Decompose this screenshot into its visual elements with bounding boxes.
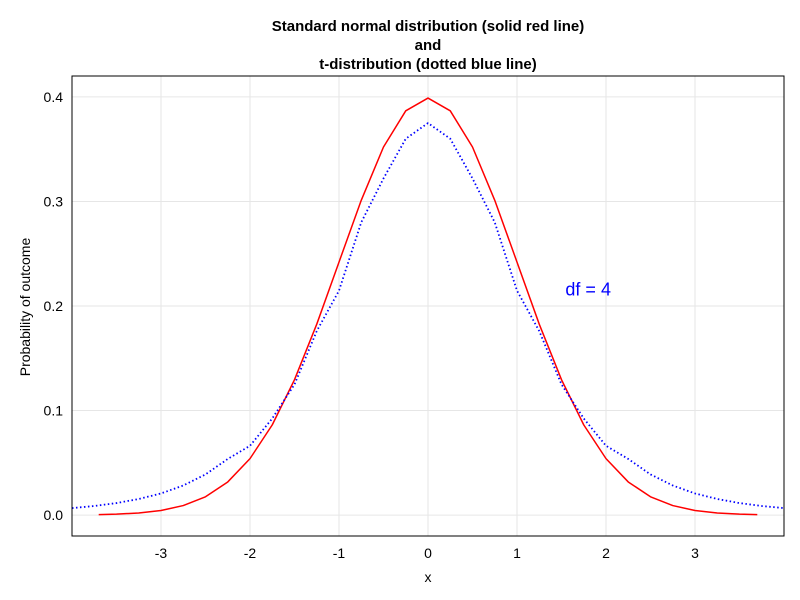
x-tick-label: 0 (424, 545, 432, 561)
chart-title: Standard normal distribution (solid red … (272, 18, 585, 73)
normal-distribution-line (98, 97, 758, 516)
y-tick-label: 0.3 (44, 193, 64, 209)
x-axis-label: x (425, 569, 432, 585)
plot-frame (71, 75, 785, 537)
annotations: df = 4 (565, 280, 611, 300)
x-tick-label: -3 (155, 545, 168, 561)
x-tick-label: -1 (333, 545, 346, 561)
x-tick-label: 1 (513, 545, 521, 561)
x-tick-label: 3 (691, 545, 699, 561)
x-tick-label: 2 (602, 545, 610, 561)
chart-title-line-3: t-distribution (dotted blue line) (319, 56, 536, 73)
y-tick-label: 0.0 (44, 507, 64, 523)
y-tick-label: 0.2 (44, 298, 64, 314)
t-distribution-line (71, 122, 785, 509)
chart-title-line-2: and (415, 37, 442, 54)
grid (72, 76, 784, 536)
x-tick-label: -2 (244, 545, 257, 561)
y-tick-label: 0.1 (44, 403, 64, 419)
y-axis: 0.0 0.1 0.2 0.3 0.4 (44, 89, 64, 523)
x-axis: -3 -2 -1 0 1 2 3 (155, 545, 699, 561)
chart-title-line-1: Standard normal distribution (solid red … (272, 18, 585, 35)
annotation-label: df = 4 (565, 280, 611, 300)
y-axis-label: Probability of outcome (17, 238, 33, 377)
y-tick-label: 0.4 (44, 89, 64, 105)
series-layer (71, 97, 785, 516)
